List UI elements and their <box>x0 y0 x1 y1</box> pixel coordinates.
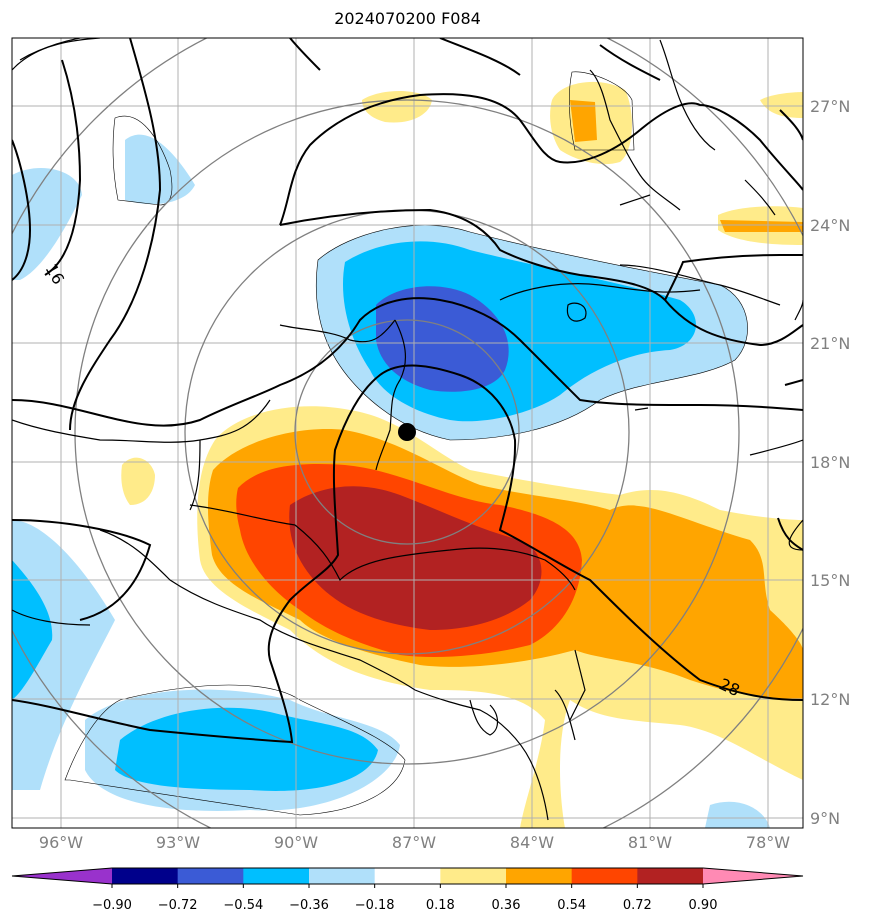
lon-label-84w: 84°W <box>510 833 554 852</box>
colorbar-tick-label: −0.54 <box>223 898 263 913</box>
lat-label-12n: 12°N <box>810 690 850 709</box>
colorbar-tick-label: 0.18 <box>426 898 455 913</box>
colorbar-tick-label: 0.72 <box>623 898 652 913</box>
colorbar-tick-label: 0.90 <box>689 898 718 913</box>
lat-label-18n: 18°N <box>810 453 850 472</box>
positive-anomaly-peak <box>289 486 542 630</box>
lat-label-27n: 27°N <box>810 97 850 116</box>
colorbar-swatch <box>571 868 638 884</box>
storm-center-marker <box>398 423 416 441</box>
colorbar-swatch <box>309 868 376 884</box>
graticule <box>12 38 803 828</box>
colorbar-tick-label: −0.72 <box>158 898 198 913</box>
lon-label-78w: 78°W <box>746 833 790 852</box>
colorbar-tick-label: −0.90 <box>92 898 132 913</box>
colorbar-tick-label: 0.54 <box>557 898 586 913</box>
lon-label-93w: 93°W <box>156 833 200 852</box>
lat-label-9n: 9°N <box>810 809 840 828</box>
latitude-labels: 27°N 24°N 21°N 18°N 15°N 12°N 9°N <box>810 97 850 828</box>
colorbar-tick-label: −0.18 <box>355 898 395 913</box>
lat-label-15n: 15°N <box>810 571 850 590</box>
colorbar-tick-label: −0.36 <box>289 898 329 913</box>
lon-label-96w: 96°W <box>39 833 83 852</box>
heavy-contours <box>12 38 803 744</box>
colorbar-swatch <box>177 868 244 884</box>
colorbar-swatch <box>440 868 507 884</box>
colorbar-extend-high <box>703 868 803 884</box>
map-panel <box>12 38 803 828</box>
colorbar-swatch <box>506 868 573 884</box>
lat-label-24n: 24°N <box>810 216 850 235</box>
plot-title: 2024070200 F084 <box>334 9 481 28</box>
map-frame <box>11 37 804 829</box>
colorbar-tick-label: 0.36 <box>492 898 521 913</box>
longitude-labels: 96°W 93°W 90°W 87°W 84°W 81°W 78°W <box>39 833 790 852</box>
colorbar-swatch <box>374 868 441 884</box>
colorbar-swatch <box>112 868 179 884</box>
lon-label-87w: 87°W <box>392 833 436 852</box>
lon-label-81w: 81°W <box>628 833 672 852</box>
colorbar: −0.90 −0.72 −0.54 −0.36 −0.18 0.18 0.36 0.54 0.7… <box>11 867 804 913</box>
colorbar-swatch <box>243 868 310 884</box>
lat-label-21n: 21°N <box>810 334 850 353</box>
colorbar-swatch <box>637 868 704 884</box>
colorbar-extend-low <box>12 868 112 884</box>
lon-label-90w: 90°W <box>274 833 318 852</box>
